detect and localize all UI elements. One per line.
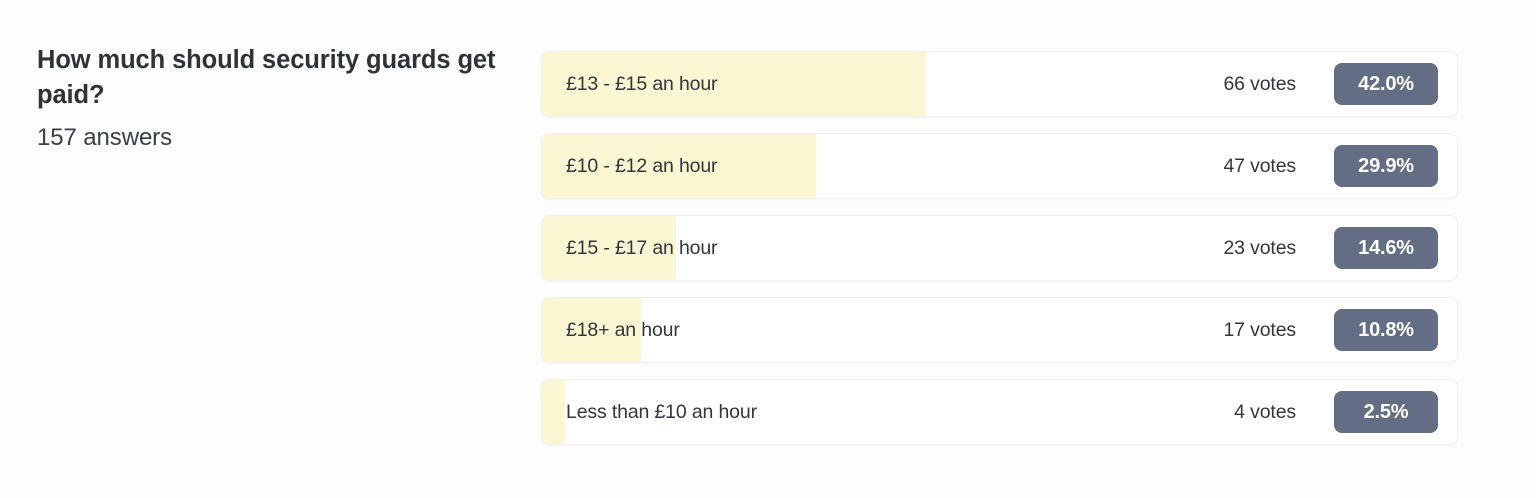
- poll-option-row[interactable]: £10 - £12 an hour 47 votes 29.9%: [541, 133, 1458, 199]
- poll-option-label: £10 - £12 an hour: [566, 154, 718, 177]
- poll-option-content: Less than £10 an hour 4 votes 2.5%: [542, 380, 1457, 444]
- poll-option-votes: 47 votes: [1223, 154, 1296, 177]
- answers-count-label: 157 answers: [37, 124, 172, 152]
- poll-results-pane: £13 - £15 an hour 66 votes 42.0% £10 - £…: [541, 0, 1536, 445]
- poll-option-label: Less than £10 an hour: [566, 400, 757, 423]
- poll-option-row[interactable]: £15 - £17 an hour 23 votes 14.6%: [541, 215, 1458, 281]
- poll-option-content: £10 - £12 an hour 47 votes 29.9%: [542, 134, 1457, 198]
- poll-question-pane: How much should security guards get paid…: [0, 0, 541, 154]
- status-badge: 14.6%: [1334, 227, 1438, 269]
- poll-option-votes: 17 votes: [1223, 318, 1296, 341]
- bar-fill: [542, 380, 565, 444]
- poll-option-content: £18+ an hour 17 votes 10.8%: [542, 298, 1457, 362]
- poll-option-label: £18+ an hour: [566, 318, 680, 341]
- status-badge: 2.5%: [1334, 391, 1438, 433]
- poll-option-row[interactable]: £18+ an hour 17 votes 10.8%: [541, 297, 1458, 363]
- poll-option-label: £15 - £17 an hour: [566, 236, 718, 259]
- bar-fill: [542, 216, 676, 280]
- poll-option-votes: 4 votes: [1234, 400, 1296, 423]
- status-badge: 29.9%: [1334, 145, 1438, 187]
- bar-fill: [542, 52, 927, 116]
- bar-fill: [542, 298, 641, 362]
- page-title: How much should security guards get paid…: [37, 46, 496, 109]
- poll-option-row[interactable]: £13 - £15 an hour 66 votes 42.0%: [541, 51, 1458, 117]
- poll-option-content: £15 - £17 an hour 23 votes 14.6%: [542, 216, 1457, 280]
- poll-option-votes: 66 votes: [1223, 72, 1296, 95]
- poll-option-row[interactable]: Less than £10 an hour 4 votes 2.5%: [541, 379, 1458, 445]
- status-badge: 10.8%: [1334, 309, 1438, 351]
- bar-fill: [542, 134, 816, 198]
- poll-option-content: £13 - £15 an hour 66 votes 42.0%: [542, 52, 1457, 116]
- poll-option-votes: 23 votes: [1223, 236, 1296, 259]
- status-badge: 42.0%: [1334, 63, 1438, 105]
- poll-options-list: £13 - £15 an hour 66 votes 42.0% £10 - £…: [541, 51, 1458, 445]
- poll-option-label: £13 - £15 an hour: [566, 72, 718, 95]
